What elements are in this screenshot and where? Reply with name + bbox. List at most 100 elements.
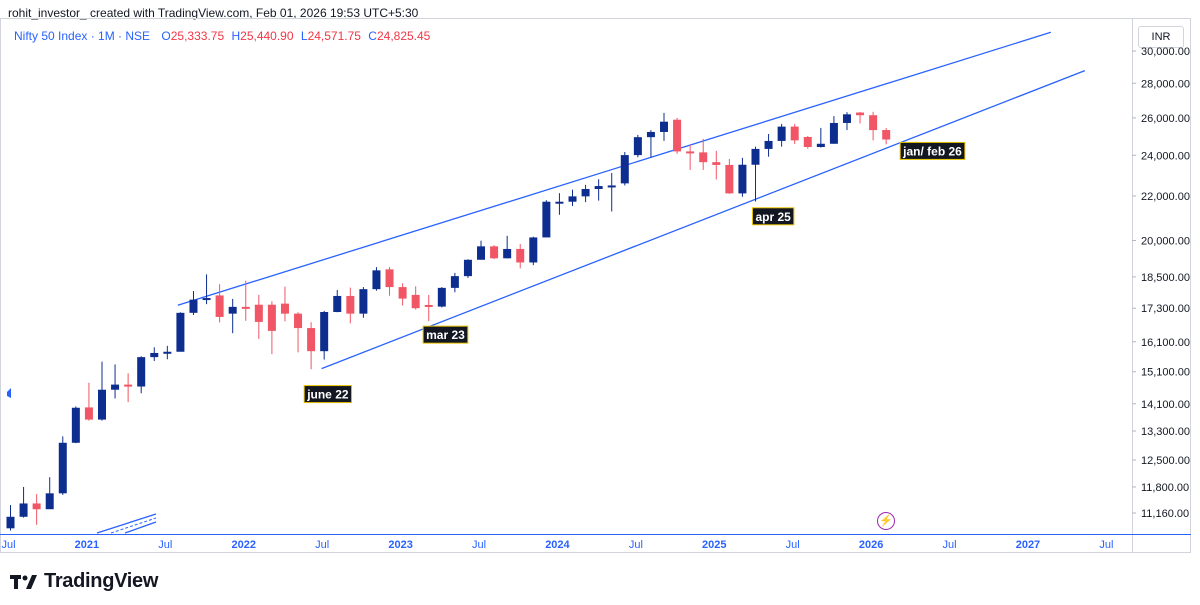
candle [633,134,642,158]
ohlc-open-value: 25,333.75 [170,29,225,43]
candle [699,138,708,170]
candle [477,240,486,260]
candle [111,364,120,399]
candle [490,245,499,260]
candle-body [686,151,695,154]
candle-body [307,328,316,352]
candle-body [660,121,668,132]
candle-body [111,384,120,390]
candle [764,133,773,157]
candle [555,193,564,215]
candle-body [764,140,773,149]
annotation-text: june 22 [306,388,349,402]
candle-body [267,304,276,331]
candle [738,157,747,197]
candle [542,200,551,238]
x-tick-label: 2022 [232,539,256,551]
candle [372,267,381,291]
candle-body [803,136,812,148]
annotation-label: june 22 [303,385,353,404]
candle [19,486,28,518]
symbol-name[interactable]: Nifty 50 Index · 1M · NSE [14,29,151,43]
candle-body [790,126,799,141]
candle [71,406,80,444]
y-tick-label: 28,000.00 [1141,78,1190,90]
candle-body [385,269,394,288]
y-tick-label: 12,500.00 [1141,455,1190,467]
candle-body [816,143,825,148]
candle-body [699,152,708,163]
candle [307,322,316,370]
candle-body [58,442,67,494]
ohlc-low-label: L [300,29,308,43]
y-tick-label: 22,000.00 [1141,191,1190,203]
flash-icon[interactable]: ⚡ [877,512,895,530]
candle-body [84,407,93,420]
candle-body [529,237,538,263]
x-tick-label: Jul [629,539,643,551]
candle [163,345,172,360]
y-tick-label: 15,100.00 [1141,367,1190,379]
candle-body [568,196,577,202]
edge-marker [7,388,11,398]
candle-body [6,516,15,529]
candle-body [542,201,551,238]
candle-body [320,312,329,352]
ohlc-open-label: O [161,29,171,43]
y-tick-label: 20,000.00 [1141,235,1190,247]
ohlc-high-value: 25,440.90 [240,29,294,43]
candle [45,477,54,510]
candle [450,272,459,293]
candle [241,280,250,321]
candle [829,116,838,144]
tradingview-logo-text: TradingView [44,570,159,592]
candle-body [346,295,355,314]
candle [333,289,342,313]
candle-body [254,304,263,322]
candle [516,243,525,269]
x-tick-label: Jul [1099,539,1113,551]
candle-body [189,299,198,313]
annotation-box [422,325,469,344]
y-tick-label: 18,500.00 [1141,272,1190,284]
candle-body [45,493,54,510]
currency-button[interactable]: INR [1138,26,1184,48]
candle-body [581,188,590,197]
candles [6,111,891,531]
candle [424,294,433,322]
candle-body [398,287,407,299]
symbol-legend[interactable]: Nifty 50 Index · 1M · NSE O25,333.75 H25… [14,29,430,43]
ohlc-low-value: 24,571.75 [307,29,361,43]
candle-body [176,312,185,352]
candle [463,259,472,278]
candle-body [777,126,786,141]
candle [346,287,355,324]
candle [215,284,224,323]
candle [803,136,812,149]
tradingview-logo[interactable]: TradingView [10,570,158,593]
candle-body [738,164,747,194]
candle [437,287,446,308]
y-tick-label: 26,000.00 [1141,113,1190,125]
x-tick-label: Jul [786,539,800,551]
y-tick-label: 30,000.00 [1141,46,1190,58]
candle-body [280,303,289,314]
candle-body [215,295,224,317]
candle [97,361,106,421]
annotation-label: jan/ feb 26 [899,141,966,160]
candle-body [490,246,499,259]
candle-body [712,162,721,165]
y-tick-label: 13,300.00 [1141,426,1190,438]
annotation-label: mar 23 [422,325,469,344]
candle [882,128,891,145]
candle-body [137,357,146,387]
candle-body [359,289,368,314]
candle-body [411,294,420,309]
candle-body [503,248,512,259]
candle-body [646,131,655,138]
candle-body [620,155,629,184]
candle [646,130,655,158]
candle [202,274,211,305]
annotation-text: mar 23 [426,328,465,342]
